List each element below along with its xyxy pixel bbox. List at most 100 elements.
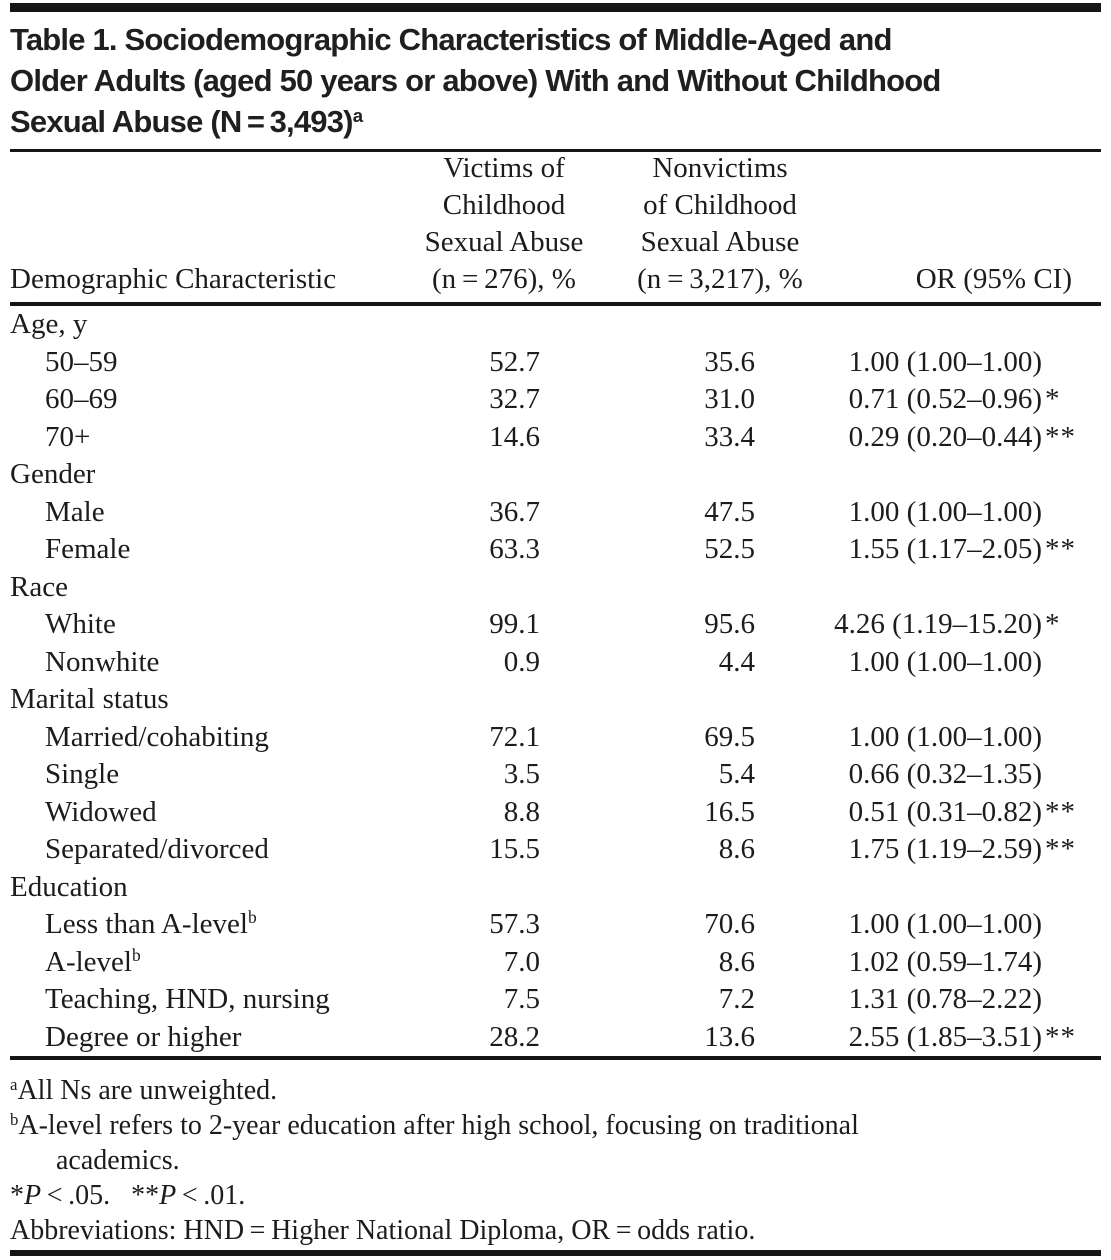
- significance-text: < .05.: [41, 1180, 132, 1211]
- nonvictims-percent-cell: [540, 569, 755, 607]
- section-row: Race: [10, 569, 1101, 607]
- row-label-cell: Age, y: [10, 308, 88, 340]
- footnote-b-continuation: academics.: [56, 1145, 180, 1176]
- nonvictims-percent-cell: 8.6: [718, 945, 755, 978]
- row-label-cell: Male: [45, 495, 105, 528]
- row-label-cell: A-levelb: [45, 944, 141, 978]
- nonvictims-percent-cell: 4.4: [718, 645, 755, 678]
- table-row: Teaching, HND, nursing 7.5 7.2 1.31 (0.78–2…: [10, 981, 1101, 1019]
- table-title-line: Sexual Abuse (N = 3,493)a: [10, 104, 363, 139]
- nonvictims-percent-cell: 47.5: [704, 495, 755, 528]
- victims-percent-cell: 28.2: [489, 1020, 540, 1053]
- column-header-line: Sexual Abuse: [424, 226, 584, 258]
- victims-percent-cell: [378, 569, 540, 607]
- victims-percent-cell: 99.1: [489, 608, 540, 640]
- table-row: Separated/divorced 15.5 8.6 1.75 (1.19–2.59…: [10, 831, 1101, 869]
- nonvictims-percent-cell: [540, 681, 755, 719]
- odds-ratio-cell: 0.71 (0.52–0.96) *: [755, 381, 1101, 419]
- footnote-a: aAll Ns are unweighted.: [10, 1073, 1101, 1108]
- section-row: Marital status: [10, 681, 1101, 719]
- column-header-victims: Victims of Childhood Sexual Abuse (n = 276)…: [404, 150, 604, 298]
- nonvictims-percent-cell: 52.5: [704, 533, 755, 565]
- odds-ratio-cell: 1.55 (1.17–2.05) **: [755, 531, 1101, 569]
- footnote-b: bA-level refers to 2-year education afte…: [10, 1108, 1101, 1143]
- odds-ratio-cell: 1.00 (1.00–1.00): [755, 494, 1101, 532]
- column-header-line: Nonvictims: [652, 152, 788, 184]
- victims-percent-cell: 32.7: [489, 383, 540, 415]
- row-label-cell: Marital status: [10, 683, 169, 715]
- section-row: Gender: [10, 456, 1101, 494]
- row-label-cell: 70+: [45, 420, 91, 453]
- odds-ratio-value: 1.02 (0.59–1.74): [848, 945, 1042, 978]
- footnote-abbreviations: Abbreviations: HND = Higher National Dip…: [10, 1215, 756, 1246]
- victims-percent-cell: 36.7: [489, 495, 540, 528]
- significance-marker: **: [1045, 533, 1076, 565]
- title-divider-rule: [10, 149, 1101, 152]
- column-header-line: (n = 3,217), %: [637, 263, 803, 295]
- nonvictims-percent-cell: 95.6: [704, 608, 755, 640]
- row-label-cell: Degree or higher: [45, 1020, 242, 1053]
- significance-marker: [1042, 344, 1101, 382]
- odds-ratio-value: 0.29 (0.20–0.44): [848, 420, 1042, 453]
- odds-ratio-cell: [755, 869, 1101, 907]
- title-footnote-marker: a: [352, 104, 363, 126]
- section-row: Education: [10, 869, 1101, 907]
- odds-ratio-cell: 1.00 (1.00–1.00): [755, 719, 1101, 757]
- victims-percent-cell: 7.5: [503, 983, 540, 1015]
- nonvictims-percent-cell: [540, 869, 755, 907]
- column-header-line: of Childhood: [643, 189, 797, 221]
- column-header-line: (n = 276), %: [432, 263, 576, 295]
- odds-ratio-cell: [755, 306, 1101, 344]
- table-row: 50–59 52.7 35.6 1.00 (1.00–1.00): [10, 344, 1101, 382]
- odds-ratio-value: 0.71 (0.52–0.96): [848, 383, 1042, 415]
- odds-ratio-cell: 1.02 (0.59–1.74): [755, 944, 1101, 982]
- row-label-cell: Less than A-levelb: [45, 907, 257, 940]
- header-divider-rule: [10, 302, 1101, 306]
- odds-ratio-cell: [755, 681, 1101, 719]
- odds-ratio-value: 2.55 (1.85–3.51): [848, 1020, 1042, 1053]
- odds-ratio-cell: 1.00 (1.00–1.00): [755, 344, 1101, 382]
- label-footnote-marker: b: [247, 907, 257, 928]
- top-rule: [10, 3, 1101, 12]
- table-header: Demographic Characteristic Victims of Chi…: [10, 152, 1101, 302]
- body-divider-rule: [10, 1056, 1101, 1060]
- victims-percent-cell: 14.6: [489, 420, 540, 453]
- significance-marker: [1042, 644, 1101, 682]
- table-title-line: Older Adults (aged 50 years or above) Wi…: [10, 63, 941, 98]
- victims-percent-cell: 8.8: [503, 795, 540, 828]
- victims-percent-cell: [378, 306, 540, 344]
- significance-marker: **: [1045, 1020, 1076, 1053]
- odds-ratio-value: 0.51 (0.31–0.82): [848, 795, 1042, 828]
- table-row: Degree or higher 28.2 13.6 2.55 (1.85–3.51)…: [10, 1019, 1101, 1057]
- odds-ratio-value: 1.00 (1.00–1.00): [848, 908, 1042, 940]
- table-body: Age, y 50–59 52.7 35.6 1.00 (1.00–1.00) 60–69…: [10, 306, 1101, 1056]
- significance-marker: *: [1045, 383, 1061, 415]
- significance-marker: **: [1045, 795, 1076, 828]
- significance-text: *: [10, 1180, 24, 1211]
- significance-marker: *: [1045, 608, 1061, 640]
- victims-percent-cell: 3.5: [503, 758, 540, 790]
- odds-ratio-value: 1.00 (1.00–1.00): [848, 345, 1042, 378]
- odds-ratio-value: 1.00 (1.00–1.00): [848, 645, 1042, 678]
- row-label-cell: Single: [45, 758, 120, 790]
- section-row: Age, y: [10, 306, 1101, 344]
- odds-ratio-cell: 2.55 (1.85–3.51) **: [755, 1019, 1101, 1057]
- column-header-line: Childhood: [442, 189, 566, 221]
- odds-ratio-value: 1.31 (0.78–2.22): [848, 983, 1042, 1015]
- row-label-cell: Teaching, HND, nursing: [45, 983, 330, 1015]
- significance-marker: [1042, 494, 1101, 532]
- column-header-nonvictims: Nonvictims of Childhood Sexual Abuse (n = 3…: [610, 150, 830, 298]
- p-value-symbol: P: [24, 1180, 42, 1211]
- victims-percent-cell: 57.3: [489, 908, 540, 940]
- odds-ratio-value: 1.00 (1.00–1.00): [848, 720, 1042, 753]
- column-header-demographic-characteristic: Demographic Characteristic: [10, 263, 337, 295]
- odds-ratio-value: 0.66 (0.32–1.35): [848, 758, 1042, 790]
- table-row: Single 3.5 5.4 0.66 (0.32–1.35): [10, 756, 1101, 794]
- odds-ratio-value: 4.26 (1.19–15.20): [834, 608, 1042, 640]
- odds-ratio-cell: 1.00 (1.00–1.00): [755, 644, 1101, 682]
- row-label-cell: Nonwhite: [45, 645, 160, 678]
- row-label-cell: Race: [10, 570, 68, 603]
- table-row: Nonwhite 0.9 4.4 1.00 (1.00–1.00): [10, 644, 1101, 682]
- p-value-symbol: P: [159, 1180, 177, 1211]
- odds-ratio-cell: 0.51 (0.31–0.82) **: [755, 794, 1101, 832]
